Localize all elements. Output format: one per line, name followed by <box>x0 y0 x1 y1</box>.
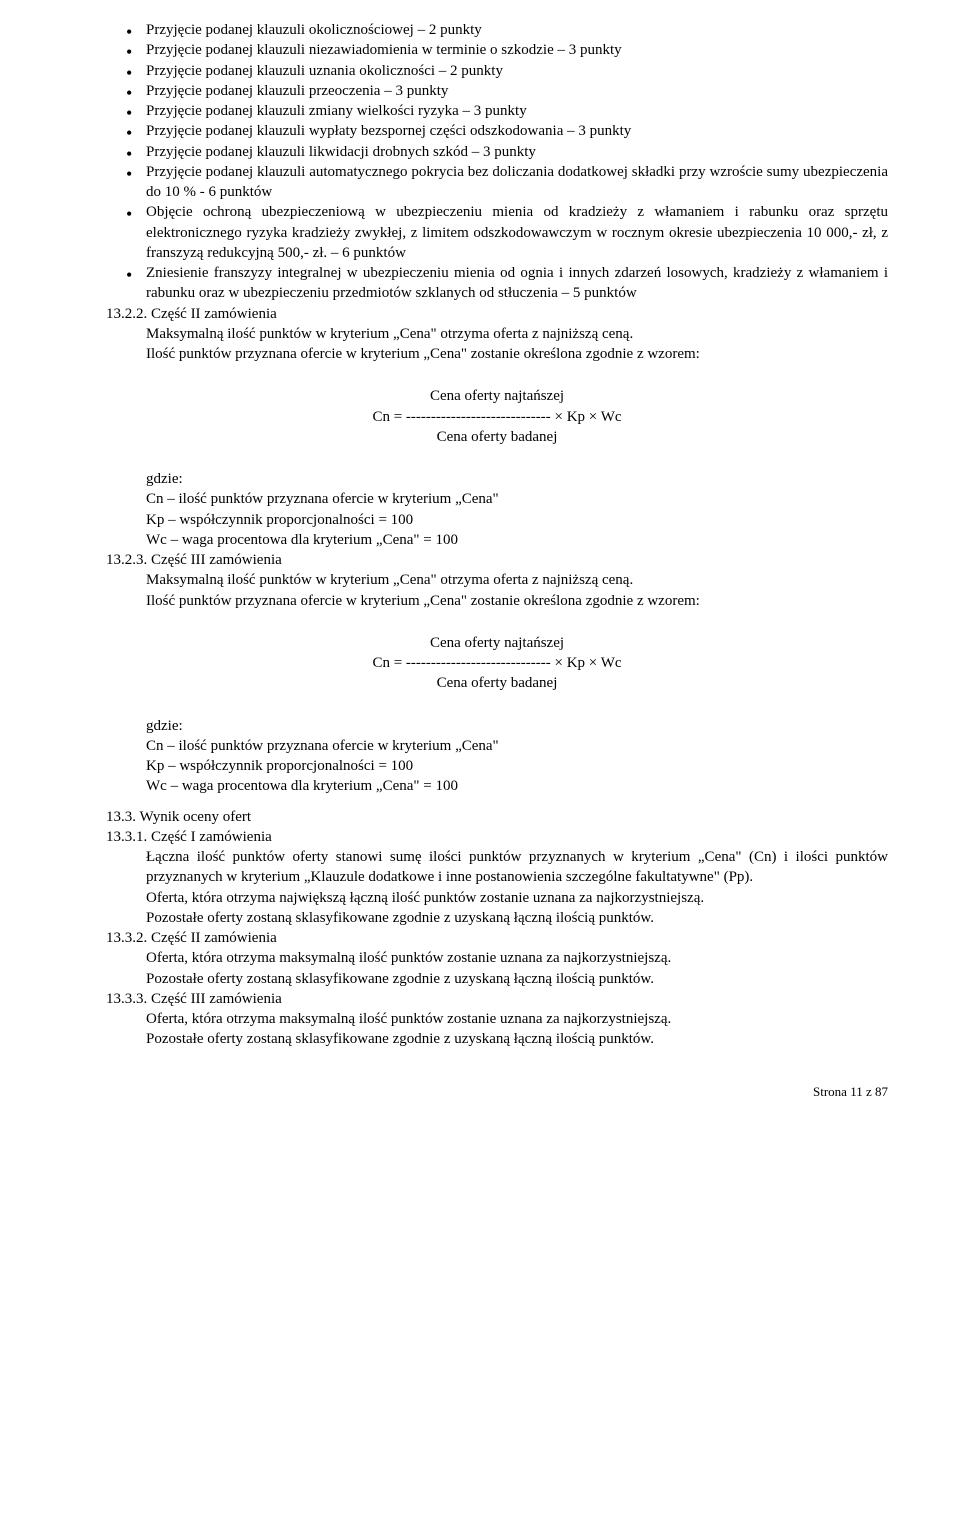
section-1322-text2: Ilość punktów przyznana ofercie w kryter… <box>146 344 888 364</box>
list-item: Zniesienie franszyzy integralnej w ubezp… <box>122 263 888 304</box>
section-1333-head: 13.3.3. Część III zamówienia <box>106 989 888 1009</box>
where-l2: Kp – współczynnik proporcjonalności = 10… <box>146 510 888 530</box>
where-label: gdzie: <box>146 469 888 489</box>
where-l3: Wc – waga procentowa dla kryterium „Cena… <box>146 530 888 550</box>
where-label-2: gdzie: <box>146 716 888 736</box>
where-l1-2: Cn – ilość punktów przyznana ofercie w k… <box>146 736 888 756</box>
section-1331-l3: Pozostałe oferty zostaną sklasyfikowane … <box>146 908 888 928</box>
formula-bot: Cena oferty badanej <box>106 427 888 447</box>
formula-top: Cena oferty najtańszej <box>106 633 888 653</box>
section-1331-l2: Oferta, która otrzyma największą łączną … <box>146 888 888 908</box>
section-1331-head: 13.3.1. Część I zamówienia <box>106 827 888 847</box>
section-133-head: 13.3. Wynik oceny ofert <box>106 807 888 827</box>
section-1322-head: 13.2.2. Część II zamówienia <box>106 304 888 324</box>
list-item: Przyjęcie podanej klauzuli wypłaty bezsp… <box>122 121 888 141</box>
section-1322-text1: Maksymalną ilość punktów w kryterium „Ce… <box>146 324 888 344</box>
list-item: Przyjęcie podanej klauzuli okolicznościo… <box>122 20 888 40</box>
list-item: Przyjęcie podanej klauzuli automatyczneg… <box>122 162 888 203</box>
section-1333-l2: Pozostałe oferty zostaną sklasyfikowane … <box>146 1029 888 1049</box>
formula-top: Cena oferty najtańszej <box>106 386 888 406</box>
where-l2-2: Kp – współczynnik proporcjonalności = 10… <box>146 756 888 776</box>
section-1323-text1: Maksymalną ilość punktów w kryterium „Ce… <box>146 570 888 590</box>
formula-block-2: Cena oferty najtańszej Cn = ------------… <box>106 633 888 694</box>
formula-block: Cena oferty najtańszej Cn = ------------… <box>106 386 888 447</box>
where-l1: Cn – ilość punktów przyznana ofercie w k… <box>146 489 888 509</box>
list-item: Przyjęcie podanej klauzuli przeoczenia –… <box>122 81 888 101</box>
section-1333-l1: Oferta, która otrzyma maksymalną ilość p… <box>146 1009 888 1029</box>
list-item: Przyjęcie podanej klauzuli uznania okoli… <box>122 61 888 81</box>
section-1323-text2: Ilość punktów przyznana ofercie w kryter… <box>146 591 888 611</box>
page-footer: Strona 11 z 87 <box>106 1084 888 1100</box>
list-item: Przyjęcie podanej klauzuli likwidacji dr… <box>122 142 888 162</box>
section-1332-head: 13.3.2. Część II zamówienia <box>106 928 888 948</box>
formula-mid: Cn = ----------------------------- × Kp … <box>106 407 888 427</box>
bullet-list: Przyjęcie podanej klauzuli okolicznościo… <box>122 20 888 304</box>
section-1331-l1: Łączna ilość punktów oferty stanowi sumę… <box>146 847 888 888</box>
formula-mid: Cn = ----------------------------- × Kp … <box>106 653 888 673</box>
section-1332-l2: Pozostałe oferty zostaną sklasyfikowane … <box>146 969 888 989</box>
list-item: Przyjęcie podanej klauzuli zmiany wielko… <box>122 101 888 121</box>
where-l3-2: Wc – waga procentowa dla kryterium „Cena… <box>146 776 888 796</box>
section-1332-l1: Oferta, która otrzyma maksymalną ilość p… <box>146 948 888 968</box>
list-item: Przyjęcie podanej klauzuli niezawiadomie… <box>122 40 888 60</box>
list-item: Objęcie ochroną ubezpieczeniową w ubezpi… <box>122 202 888 263</box>
formula-bot: Cena oferty badanej <box>106 673 888 693</box>
section-1323-head: 13.2.3. Część III zamówienia <box>106 550 888 570</box>
